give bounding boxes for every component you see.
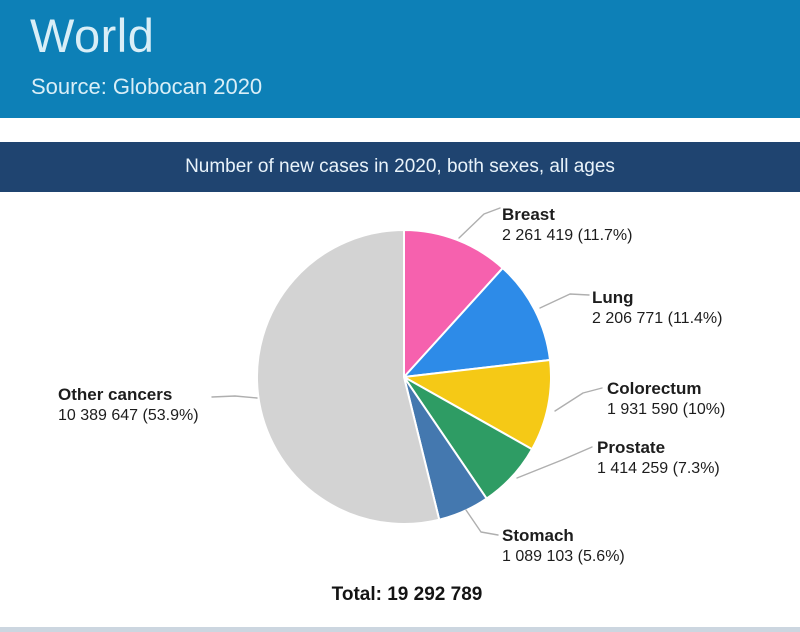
slice-name: Prostate [597,438,666,457]
source-subtitle: Source: Globocan 2020 [31,74,263,99]
leader-line-other-cancers [211,395,258,399]
slice-name: Lung [592,288,634,307]
slice-label-breast: Breast 2 261 419 (11.7%) [502,204,632,247]
leader-line-stomach [465,509,499,536]
slice-label-lung: Lung 2 206 771 (11.4%) [592,287,722,330]
page-title: World [30,9,155,62]
chart-title: Number of new cases in 2020, both sexes,… [185,156,615,177]
slice-value: 2 261 419 (11.7%) [502,227,633,245]
slice-label-colorectum: Colorectum 1 931 590 (10%) [607,378,725,421]
leader-line-lung [539,293,590,309]
pie-slice-lung [403,267,552,378]
slice-value: 1 414 259 (7.3%) [597,460,720,478]
bottom-strip [0,627,800,632]
pie-chart [211,207,603,536]
chart-area: Breast 2 261 419 (11.7%) Lung 2 206 771 (11… [0,192,800,627]
slice-value: 1 089 103 (5.6%) [502,548,625,566]
header: World Source: Globocan 2020 [0,0,800,118]
slice-name: Colorectum [607,379,702,398]
leader-line-breast [458,207,501,239]
total-label: Total: 19 292 789 [331,584,483,605]
slice-value: 10 389 647 (53.9%) [58,407,199,425]
pie-slice-colorectum [403,359,552,451]
slice-label-stomach: Stomach 1 089 103 (5.6%) [502,525,625,568]
slice-value: 1 931 590 (10%) [607,401,726,419]
chart-title-banner: Number of new cases in 2020, both sexes,… [0,142,800,192]
pie-slice-other-cancers [256,229,441,525]
leader-line-prostate [516,446,593,479]
pie-slice-breast [403,229,504,378]
leader-line-colorectum [554,387,603,412]
slice-name: Stomach [502,526,574,545]
slice-label-other-cancers: Other cancers 10 389 647 (53.9%) [58,384,199,427]
slice-value: 2 206 771 (11.4%) [592,310,723,328]
slice-name: Other cancers [58,385,173,404]
slice-label-prostate: Prostate 1 414 259 (7.3%) [597,437,720,480]
slice-name: Breast [502,205,555,224]
